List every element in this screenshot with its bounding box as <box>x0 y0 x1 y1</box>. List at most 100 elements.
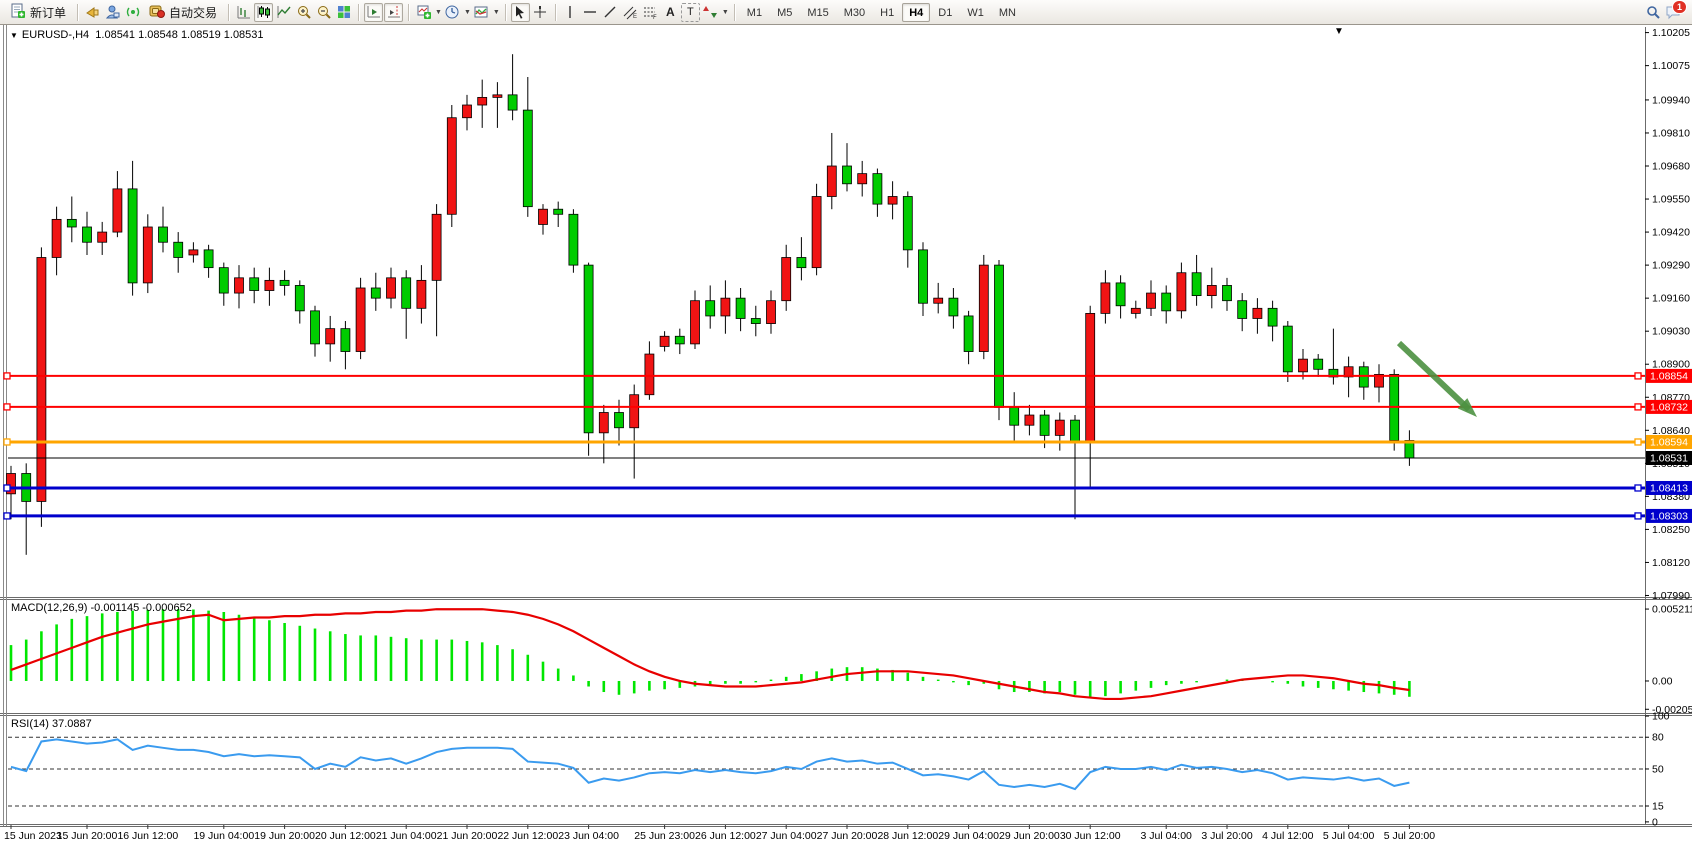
toolbar-separator <box>228 3 230 21</box>
timeframe-button-m15[interactable]: M15 <box>807 6 829 19</box>
ohlc-open: 1.08541 <box>95 29 136 41</box>
svg-text:1.08120: 1.08120 <box>1652 557 1690 569</box>
arrows-caret-icon[interactable]: ▼ <box>721 8 729 16</box>
equidistant-channel-icon[interactable]: E <box>621 3 640 22</box>
tile-windows-icon[interactable] <box>334 3 353 22</box>
zoom-out-icon[interactable] <box>314 3 333 22</box>
periods-caret-icon[interactable]: ▼ <box>463 8 471 16</box>
ohlc-high: 1.08548 <box>138 29 178 41</box>
date-label: 27 Jun 20:00 <box>817 830 878 842</box>
signals-icon[interactable] <box>123 3 142 22</box>
trendline-icon[interactable] <box>601 3 620 22</box>
svg-text:0: 0 <box>1652 816 1658 828</box>
svg-text:1.08531: 1.08531 <box>1650 452 1688 464</box>
svg-text:15: 15 <box>1652 801 1664 813</box>
svg-text:1.08250: 1.08250 <box>1652 524 1690 536</box>
horizontal-line-icon[interactable] <box>581 3 600 22</box>
vertical-line-icon[interactable] <box>561 3 580 22</box>
toolbar-separator <box>554 3 556 21</box>
auto-trading-button[interactable]: 自动交易 <box>143 2 223 22</box>
date-label: 4 Jul 12:00 <box>1262 830 1314 842</box>
macd-layer <box>9 608 1411 701</box>
timeframe-button-h1[interactable]: H1 <box>880 6 895 19</box>
new-chart-icon[interactable] <box>414 3 433 22</box>
cursor-icon[interactable] <box>510 2 530 22</box>
timeframe-button-m30[interactable]: M30 <box>843 6 866 19</box>
svg-text:80: 80 <box>1652 732 1664 744</box>
date-label: 5 Jul 04:00 <box>1323 830 1375 842</box>
zoom-in-icon[interactable] <box>294 3 313 22</box>
symbol-dropdown-icon[interactable]: ▼ <box>10 31 18 40</box>
toolbar-separator <box>504 3 506 21</box>
timeframe-button-w1[interactable]: W1 <box>967 6 984 19</box>
svg-text:1.08854: 1.08854 <box>1650 370 1688 382</box>
svg-text:1.08640: 1.08640 <box>1652 425 1690 437</box>
date-label: 3 Jul 20:00 <box>1201 830 1253 842</box>
timeframe-button-m1[interactable]: M1 <box>746 6 763 19</box>
text-tool-icon[interactable]: A <box>666 5 675 19</box>
label-tool-icon[interactable]: T <box>680 2 700 22</box>
svg-text:1.09680: 1.09680 <box>1652 161 1690 173</box>
date-label: 19 Jun 04:00 <box>193 830 254 842</box>
market-horn-icon[interactable] <box>83 3 102 22</box>
new-order-label: 新订单 <box>30 5 67 20</box>
svg-text:1.09420: 1.09420 <box>1652 227 1690 239</box>
periods-clock-icon[interactable] <box>443 3 462 22</box>
timeframe-button-d1[interactable]: D1 <box>938 6 953 19</box>
timeframe-button-m5[interactable]: M5 <box>777 6 793 19</box>
date-label: 23 Jun 04:00 <box>558 830 619 842</box>
toolbar-separator <box>77 3 79 21</box>
candles-layer <box>6 54 1415 555</box>
notifications-icon[interactable]: 1 <box>1663 0 1687 22</box>
svg-text:1.07990: 1.07990 <box>1652 590 1690 602</box>
arrows-tool-icon[interactable] <box>701 3 720 22</box>
svg-text:1.08732: 1.08732 <box>1650 401 1688 413</box>
date-label: 19 Jun 20:00 <box>254 830 315 842</box>
indicators-caret-icon[interactable]: ▼ <box>492 8 500 16</box>
date-label: 22 Jun 12:00 <box>497 830 558 842</box>
indicators-icon[interactable] <box>472 3 491 22</box>
auto-scroll-icon[interactable] <box>364 2 384 22</box>
trend-arrow[interactable] <box>1396 340 1477 417</box>
toolbar-separator <box>358 3 360 21</box>
crosshair-icon[interactable] <box>531 3 550 22</box>
price-chart-canvas[interactable]: 1.10205 1.10075 1.09940 1.09810 1.09680 1.095… <box>0 25 1692 848</box>
svg-text:1.08303: 1.08303 <box>1650 510 1688 522</box>
date-label: 25 Jun 23:00 <box>634 830 695 842</box>
fibonacci-icon[interactable]: F <box>641 3 660 22</box>
search-icon[interactable] <box>1643 3 1662 22</box>
chart-bars-icon[interactable] <box>234 3 253 22</box>
chart-candles-icon[interactable] <box>254 2 274 22</box>
svg-text:1.08594: 1.08594 <box>1650 436 1688 448</box>
chart-window[interactable]: 1.10205 1.10075 1.09940 1.09810 1.09680 1.095… <box>0 25 1692 848</box>
svg-text:1.09290: 1.09290 <box>1652 260 1690 272</box>
ohlc-low: 1.08519 <box>180 29 221 41</box>
date-label: 26 Jun 12:00 <box>695 830 756 842</box>
svg-text:1.09160: 1.09160 <box>1652 293 1690 305</box>
rsi-indicator-label: RSI(14) 37.0887 <box>11 718 92 730</box>
date-label: 21 Jun 04:00 <box>376 830 437 842</box>
chart-line-icon[interactable] <box>274 3 293 22</box>
new-chart-caret-icon[interactable]: ▼ <box>435 8 442 16</box>
chart-shift-marker-icon[interactable]: ▼ <box>1334 26 1344 37</box>
date-label: 28 Jun 12:00 <box>877 830 938 842</box>
auto-trading-label: 自动交易 <box>169 5 218 20</box>
svg-text:1.09550: 1.09550 <box>1652 194 1690 206</box>
rsi-layer <box>8 736 1645 807</box>
date-label: 20 Jun 12:00 <box>315 830 376 842</box>
notification-badge: 1 <box>1671 0 1687 14</box>
svg-text:100: 100 <box>1652 711 1670 723</box>
svg-text:1.10075: 1.10075 <box>1652 60 1690 72</box>
community-person-icon[interactable] <box>103 3 122 22</box>
main-toolbar: 新订单 自动交易 <box>0 0 1692 25</box>
timeframe-button-mn[interactable]: MN <box>998 6 1016 19</box>
rsi-value: 37.0887 <box>51 718 92 730</box>
date-label: 29 Jun 04:00 <box>938 830 999 842</box>
svg-text:1.08900: 1.08900 <box>1652 359 1690 371</box>
new-order-button[interactable]: 新订单 <box>4 2 72 22</box>
chart-ohlc-header: ▼ EURUSD-,H4 1.08541 1.08548 1.08519 1.08… <box>10 29 264 41</box>
date-label: 16 Jun 12:00 <box>117 830 178 842</box>
chart-shift-icon[interactable] <box>384 2 404 22</box>
timeframe-button-h4[interactable]: H4 <box>902 2 931 22</box>
